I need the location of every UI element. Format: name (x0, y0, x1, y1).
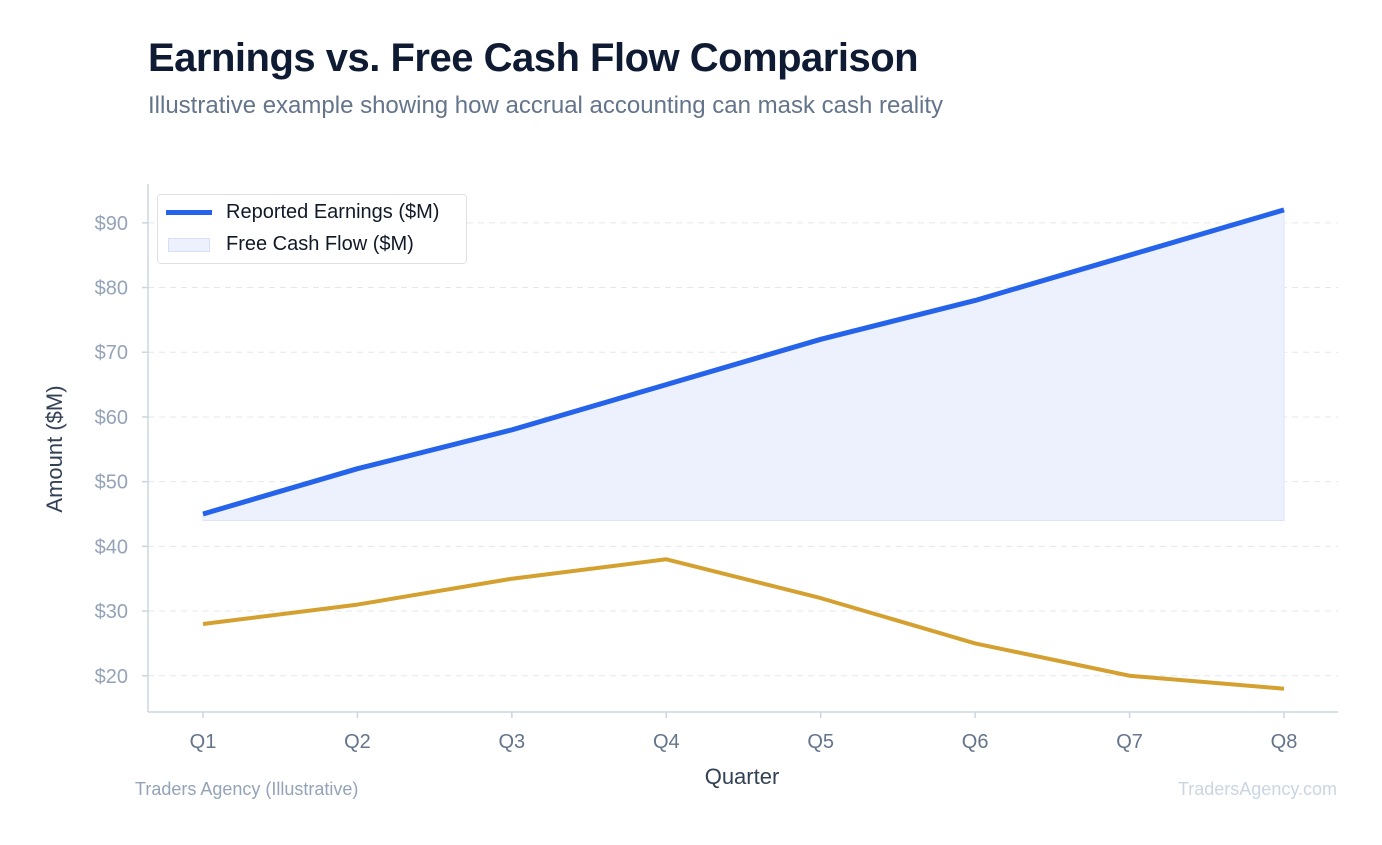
page-title: Earnings vs. Free Cash Flow Comparison (148, 36, 919, 80)
y-ticks: $20 $30 $40 $50 $60 $70 $80 $90 (95, 213, 148, 688)
source-note: Traders Agency (Illustrative) (135, 779, 359, 799)
legend-label-fcf: Free Cash Flow ($M) (226, 233, 414, 255)
y-tick-label: $70 (95, 342, 128, 364)
legend-item-fcf: Free Cash Flow ($M) (166, 233, 414, 256)
legend-label-earnings: Reported Earnings ($M) (226, 201, 440, 223)
legend: Reported Earnings ($M) Free Cash Flow ($… (157, 194, 467, 264)
x-tick-label: Q4 (653, 731, 680, 753)
x-tick-label: Q6 (962, 731, 989, 753)
y-tick-label: $90 (95, 213, 128, 235)
y-tick-label: $50 (95, 472, 128, 494)
y-tick-label: $20 (95, 666, 128, 688)
x-axis-label: Quarter (705, 764, 780, 789)
watermark: TradersAgency.com (1177, 779, 1337, 799)
x-tick-label: Q1 (190, 731, 217, 753)
legend-swatch-patch (168, 237, 210, 252)
y-tick-label: $60 (95, 407, 128, 429)
y-tick-label: $80 (95, 278, 128, 300)
legend-item-earnings: Reported Earnings ($M) (166, 201, 439, 224)
x-tick-label: Q8 (1271, 731, 1298, 753)
page-subtitle: Illustrative example showing how accrual… (148, 92, 944, 119)
legend-swatch-line (166, 210, 212, 215)
fcf-series-line (202, 557, 1285, 691)
y-tick-label: $40 (95, 536, 128, 558)
x-tick-label: Q7 (1116, 731, 1143, 753)
earnings-series-line (202, 207, 1285, 517)
x-tick-label: Q3 (499, 731, 526, 753)
x-ticks: Q1 Q2 Q3 Q4 Q5 Q6 Q7 Q8 (190, 712, 1298, 753)
y-axis-label: Amount ($M) (42, 385, 67, 512)
axes (147, 184, 1338, 713)
x-tick-label: Q2 (344, 731, 371, 753)
y-tick-label: $30 (95, 601, 128, 623)
x-tick-label: Q5 (807, 731, 834, 753)
